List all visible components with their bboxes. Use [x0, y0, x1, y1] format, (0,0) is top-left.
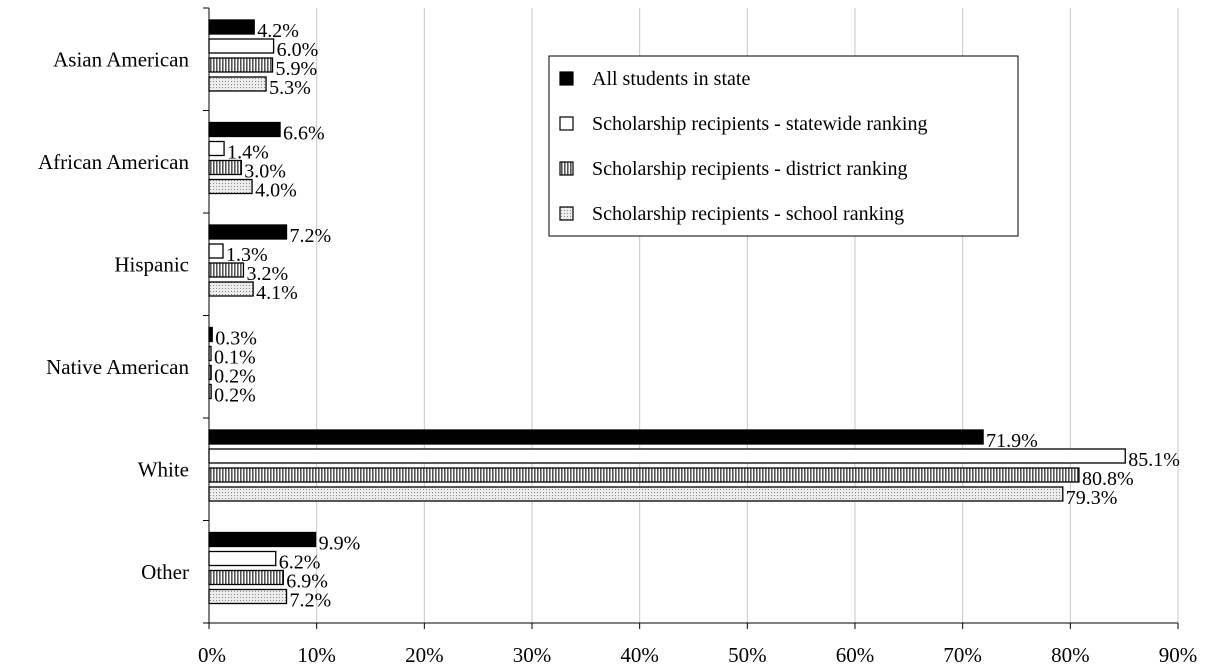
bar	[208, 76, 267, 92]
legend-swatch	[559, 116, 574, 131]
data-label: 85.1%	[1128, 449, 1180, 471]
bar	[208, 588, 288, 605]
x-tick-label: 50%	[728, 643, 767, 667]
data-label: 6.2%	[279, 552, 321, 574]
data-label: 7.2%	[290, 225, 332, 247]
bar	[208, 140, 225, 157]
data-label: 5.9%	[276, 58, 318, 80]
category-label: African American	[38, 150, 190, 174]
data-label: 5.3%	[269, 77, 311, 99]
data-label: 3.0%	[244, 161, 286, 183]
bar	[208, 121, 281, 138]
data-label: 80.8%	[1082, 468, 1134, 490]
data-label: 4.2%	[257, 20, 299, 42]
x-tick-label: 60%	[836, 643, 875, 667]
data-label: 6.9%	[286, 571, 328, 593]
data-label: 0.1%	[214, 347, 256, 369]
category-label: White	[138, 457, 189, 481]
data-label: 3.2%	[246, 263, 288, 285]
bar	[208, 569, 284, 586]
bar	[208, 19, 255, 35]
bar	[208, 243, 224, 259]
legend: All students in state Scholarship recipie…	[548, 55, 1019, 237]
x-tick-label: 70%	[943, 643, 982, 667]
x-tick-label: 10%	[297, 643, 336, 667]
x-tick-label: 20%	[405, 643, 444, 667]
legend-label: Scholarship recipients - statewide ranki…	[592, 113, 927, 135]
category-label: Native American	[46, 355, 189, 379]
data-label: 71.9%	[986, 430, 1038, 452]
data-label: 9.9%	[319, 533, 361, 555]
data-label: 0.2%	[214, 385, 256, 407]
x-tick-label: 0%	[198, 643, 226, 667]
x-tick-label: 30%	[513, 643, 552, 667]
data-label: 7.2%	[290, 590, 332, 612]
axes	[203, 7, 1179, 629]
bar	[208, 429, 984, 445]
category-label: Other	[141, 560, 189, 584]
data-label: 6.6%	[283, 123, 325, 145]
legend-label: Scholarship recipients - school ranking	[592, 203, 904, 225]
bar	[208, 224, 288, 240]
legend-box	[548, 55, 1019, 237]
legend-swatch	[559, 161, 574, 176]
data-label: 0.2%	[214, 366, 256, 388]
labels: 0% 10% 20% 30% 40% 50% 60% 70% 80% 90% Asian Ameri…	[38, 20, 1197, 667]
data-label: 6.0%	[277, 39, 319, 61]
x-tick-label: 40%	[620, 643, 659, 667]
legend-swatch	[559, 71, 574, 86]
legend-label: Scholarship recipients - district rankin…	[592, 158, 907, 180]
data-label: 4.0%	[255, 180, 297, 202]
legend-swatch	[559, 206, 574, 221]
data-label: 4.1%	[256, 282, 298, 304]
data-label: 1.4%	[227, 142, 269, 164]
x-tick-label: 80%	[1051, 643, 1090, 667]
bar	[208, 57, 274, 73]
bar	[208, 467, 1080, 483]
bar	[208, 486, 1064, 502]
category-label: Asian American	[53, 47, 189, 71]
legend-label: All students in state	[592, 68, 750, 90]
bar	[208, 531, 317, 548]
data-label: 1.3%	[226, 244, 268, 266]
x-tick-label: 90%	[1159, 643, 1198, 667]
data-label: 0.3%	[215, 328, 257, 350]
category-label: Hispanic	[114, 252, 189, 276]
data-label: 79.3%	[1066, 487, 1118, 509]
bar	[208, 550, 277, 567]
